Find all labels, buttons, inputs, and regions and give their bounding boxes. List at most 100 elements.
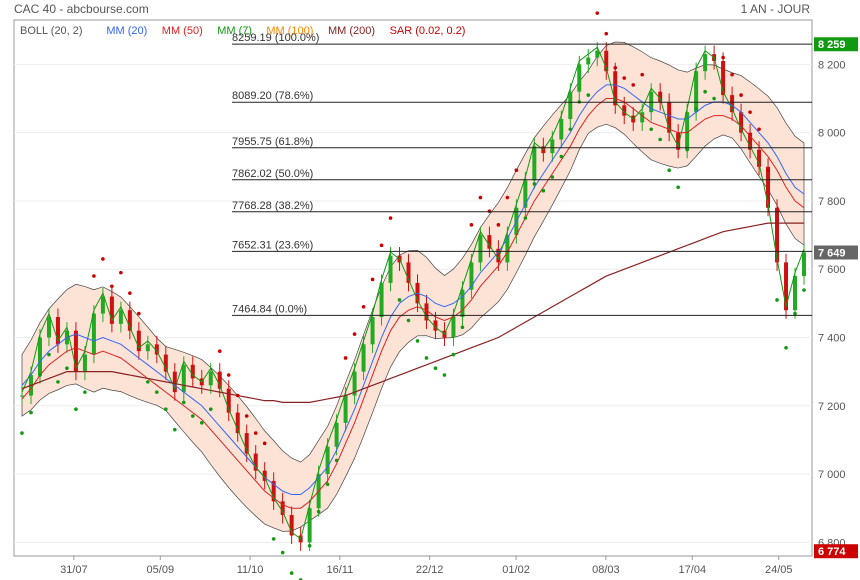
sar-dot-3 [47,352,51,357]
y-tick-0: 8 200 [818,59,846,71]
fibonacci-levels: 8259.19 (100.0%) 8089.20 (78.6%) 7955.75 (… [232,32,812,316]
legend-item-6: SAR (0.02, 0.2) [390,25,466,37]
sar-dot-34 [325,482,330,487]
price-tag-label-2: 6 774 [818,546,846,558]
candle-53 [496,248,501,263]
y-tick-4: 7 400 [818,333,846,345]
candle-60 [559,119,564,140]
sar-dot-65 [604,31,609,36]
candle-75 [694,71,699,113]
sar-dot-48 [451,352,456,357]
sar-dot-50 [469,223,474,227]
candle-54 [505,235,510,263]
candle-24 [235,412,240,434]
sar-dot-80 [739,93,743,97]
fib-label-6: 7464.84 (0.0%) [232,303,307,315]
candle-22 [217,371,222,389]
sar-dot-71 [658,137,662,142]
candle-81 [748,132,753,150]
sar-dot-39 [370,277,375,282]
candle-38 [361,344,366,372]
sar-dot-81 [748,110,752,114]
candle-67 [622,105,627,116]
candle-15 [154,344,159,355]
sar-dot-66 [613,65,618,70]
candle-65 [604,50,609,72]
candle-50 [469,262,474,290]
candle-51 [478,235,483,263]
x-axis: 31/07 05/09 11/10 16/11 22/12 01/02 08/03 17/04… [60,556,793,576]
candle-23 [226,388,231,413]
x-tick-3: 16/11 [326,564,353,576]
sar-dot-43 [406,318,411,323]
sar-dot-64 [595,11,600,15]
sar-dot-44 [415,339,420,343]
sar-dot-68 [631,83,636,87]
sar-dot-45 [424,356,429,360]
candle-4 [55,317,60,345]
sar-dot-46 [433,366,438,371]
candle-66 [613,71,618,106]
candle-11 [118,310,123,324]
sar-dot-16 [164,407,168,411]
x-tick-1: 05/09 [147,564,175,576]
legend-item-5: MM (200) [328,25,375,37]
sar-dot-74 [685,147,689,152]
candle-29 [280,501,285,516]
candle-6 [73,330,78,372]
candle-39 [370,317,375,345]
indicator-legend: BOLL (20, 2) MM (20) MM (50) MM (7) MM (100)… [20,25,465,37]
price-tag-label-1: 7 649 [818,247,846,259]
candle-8 [91,313,96,355]
mm20-line [21,84,805,496]
candle-49 [460,289,465,318]
candle-82 [757,149,762,167]
candle-87 [802,252,806,277]
candle-34 [325,446,330,475]
candle-40 [379,282,384,318]
candle-19 [190,364,195,379]
sar-dot-83 [766,168,770,173]
candle-76 [703,54,708,72]
candle-17 [172,371,177,393]
fib-label-3: 7862.02 (50.0%) [232,168,313,180]
sar-dot-17 [173,427,177,432]
sar-dot-84 [775,298,779,302]
y-tick-6: 7 000 [818,469,846,481]
sar-dot-15 [155,390,159,394]
sar-dot-87 [802,288,806,292]
legend-item-0: BOLL (20, 2) [20,25,83,37]
candle-74 [685,112,690,150]
sar-dot-24 [235,393,240,398]
y-tick-1: 8 000 [818,128,846,140]
candle-45 [424,303,429,321]
sar-dot-60 [559,154,564,159]
sar-dot-10 [110,284,114,289]
sar-dot-56 [523,216,528,220]
price-tag-0 [814,37,858,52]
sar-dot-36 [343,356,348,360]
fib-label-4: 7768.28 (38.2%) [232,200,313,212]
sar-dot-82 [757,127,761,132]
candle-69 [640,112,645,123]
fib-label-1: 8089.20 (78.6%) [232,90,313,102]
candle-41 [388,255,393,283]
candle-63 [586,57,591,65]
candle-35 [334,422,339,447]
period-label[interactable]: 1 AN - JOUR [740,2,810,16]
candle-37 [352,371,357,396]
sar-dot-75 [694,106,698,111]
sar-dot-18 [181,400,186,405]
sar-dot-72 [667,168,671,173]
candle-7 [82,354,87,372]
candle-56 [523,180,528,208]
sar-dot-47 [442,373,447,377]
candle-9 [100,296,105,314]
candle-36 [343,395,348,423]
sar-dot-26 [253,431,258,435]
candle-18 [181,364,186,393]
sar-dot-67 [622,76,627,80]
sar-dot-61 [568,127,573,132]
